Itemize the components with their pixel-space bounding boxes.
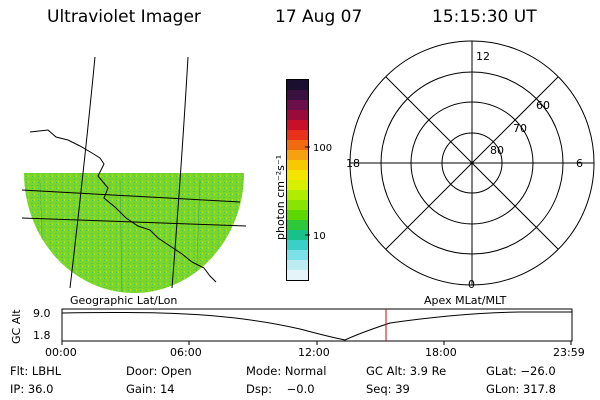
colorbar-segment <box>287 240 308 250</box>
mlt-label-6: 6 <box>576 157 583 170</box>
colorbar-segment <box>287 100 308 110</box>
colorbar-segment <box>287 150 308 160</box>
colorbar-segment <box>287 190 308 200</box>
orbit-ytick-9: 9.0 <box>33 307 51 320</box>
lat-lon-grid <box>21 56 247 289</box>
orbit-xtick-0: 00:00 <box>45 346 77 359</box>
lat-label-60: 60 <box>536 99 550 112</box>
colorbar-segment <box>287 200 308 210</box>
colorbar-segment <box>287 90 308 100</box>
colorbar-segment <box>287 220 308 230</box>
geo-map-label: Geographic Lat/Lon <box>70 294 178 307</box>
uv-image-region <box>24 173 244 293</box>
coastline <box>29 129 217 283</box>
lat-label-70: 70 <box>513 122 527 135</box>
colorbar-segment <box>287 250 308 260</box>
colorbar <box>286 79 309 281</box>
colorbar-segment <box>287 180 308 190</box>
status-gc-alt: GC Alt: 3.9 Re <box>366 364 447 378</box>
orbit-ylabel: GC Alt <box>10 309 23 344</box>
colorbar-segment <box>287 120 308 130</box>
colorbar-segment <box>287 140 308 150</box>
colorbar-segment <box>287 110 308 120</box>
orbit-xtick-4: 23:59 <box>553 346 585 359</box>
date-label: 17 Aug 07 <box>275 7 363 27</box>
orbit-altitude-curve <box>61 311 572 341</box>
mlt-label-18: 18 <box>346 157 360 170</box>
status-mode: Mode: Normal <box>246 364 327 378</box>
orbit-xtick-3: 18:00 <box>425 346 457 359</box>
status-ip: IP: 36.0 <box>10 382 54 396</box>
mlt-label-0: 0 <box>468 278 475 291</box>
status-filter: Flt: LBHL <box>10 364 62 378</box>
colorbar-tick-100: 100 <box>313 143 332 154</box>
polar-plot-label: Apex MLat/MLT <box>424 294 507 307</box>
orbit-plot <box>61 308 573 345</box>
orbit-xtick-1: 06:00 <box>170 346 202 359</box>
geo-map <box>21 56 247 293</box>
colorbar-segment <box>287 260 308 270</box>
colorbar-segment <box>287 270 308 280</box>
time-label: 15:15:30 UT <box>432 7 537 27</box>
instrument-title: Ultraviolet Imager <box>47 7 201 27</box>
colorbar-label: photon cm⁻²s⁻¹ <box>274 154 287 240</box>
orbit-ytick-1.8: 1.8 <box>33 329 51 342</box>
orbit-xtick-2: 12:00 <box>298 346 330 359</box>
colorbar-segment <box>287 160 308 170</box>
colorbar-segment <box>287 80 308 90</box>
mlt-label-12: 12 <box>476 50 490 63</box>
polar-plot: 12 18 6 0 60 70 80 <box>346 40 595 291</box>
colorbar-segment <box>287 210 308 220</box>
colorbar-tick-10: 10 <box>313 231 326 242</box>
colorbar-segment <box>287 230 308 240</box>
status-glon: GLon: 317.8 <box>486 382 556 396</box>
lat-label-80: 80 <box>490 144 504 157</box>
status-glat: GLat: −26.0 <box>486 364 556 378</box>
status-dsp: Dsp: −0.0 <box>246 382 315 396</box>
status-gain: Gain: 14 <box>126 382 175 396</box>
status-seq: Seq: 39 <box>366 382 410 396</box>
colorbar-ticks: 100 10 <box>305 143 332 242</box>
colorbar-segment <box>287 170 308 180</box>
status-door: Door: Open <box>126 364 192 378</box>
colorbar-segment <box>287 130 308 140</box>
